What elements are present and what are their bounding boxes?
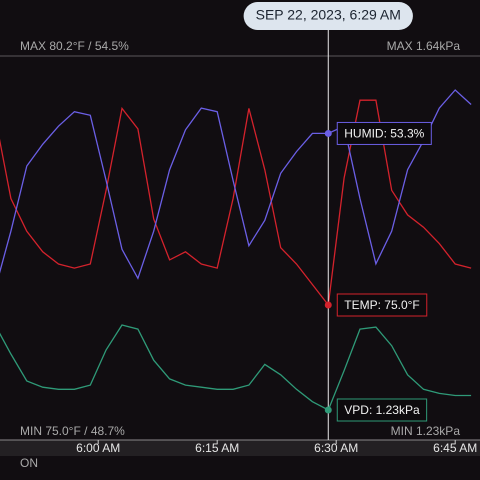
max-left: MAX 80.2°F / 54.5%	[20, 39, 129, 53]
min-right: MIN 1.23kPa	[391, 424, 461, 438]
series-line	[0, 99, 472, 307]
value-label: VPD: 1.23kPa	[344, 403, 420, 417]
value-label: HUMID: 53.3%	[344, 127, 424, 141]
cursor-marker	[324, 406, 332, 414]
x-tick-label: 6:30 AM	[314, 441, 358, 455]
value-box	[336, 398, 428, 422]
status: ON	[20, 456, 38, 470]
cursor-marker	[324, 301, 332, 309]
cursor-time: SEP 22, 2023, 6:29 AM	[256, 7, 401, 23]
time-bar	[0, 440, 480, 456]
series-line	[0, 324, 472, 411]
overlay: TEMP: 75.0°F HUMID: 53.3% VPD: 1.23kPa SEP …	[243, 2, 432, 440]
value-label: TEMP: 75.0°F	[344, 298, 420, 312]
max-right: MAX 1.64kPa	[387, 39, 461, 53]
cursor-time-box	[243, 2, 413, 30]
x-tick-label: 6:00 AM	[76, 441, 120, 455]
value-box	[336, 293, 428, 317]
cursor-marker	[324, 129, 332, 137]
lines	[0, 89, 472, 411]
min-left: MIN 75.0°F / 48.7%	[20, 424, 125, 438]
x-tick-label: 6:15 AM	[195, 441, 239, 455]
value-box	[336, 121, 432, 145]
series-line	[0, 89, 472, 280]
x-tick-label: 6:45 AM	[433, 441, 477, 455]
